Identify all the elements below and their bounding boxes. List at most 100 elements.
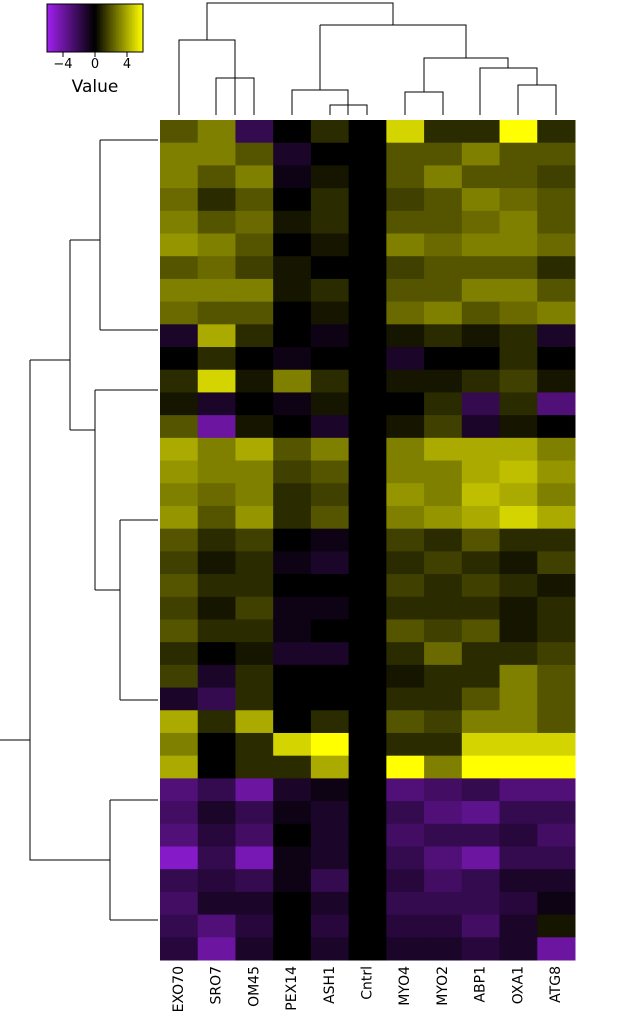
heatmap-cell bbox=[235, 120, 274, 144]
heatmap-cell bbox=[537, 664, 576, 689]
heatmap bbox=[160, 120, 576, 961]
heatmap-cell bbox=[348, 642, 387, 666]
heatmap-cell bbox=[386, 233, 425, 257]
heatmap-cell bbox=[310, 460, 350, 484]
key-swatch bbox=[80, 4, 83, 52]
heatmap-cell bbox=[386, 505, 425, 530]
heatmap-cell bbox=[499, 369, 538, 393]
heatmap-cell bbox=[537, 891, 576, 916]
column-dendrogram bbox=[178, 2, 557, 115]
heatmap-cell bbox=[461, 778, 501, 802]
heatmap-cell bbox=[499, 324, 538, 348]
heatmap-cell bbox=[160, 801, 199, 825]
heatmap-cell bbox=[424, 165, 463, 189]
heatmap-cell bbox=[310, 801, 350, 825]
heatmap-cell bbox=[197, 574, 236, 598]
heatmap-cell bbox=[537, 914, 576, 938]
heatmap-cell bbox=[348, 483, 387, 507]
heatmap-cell bbox=[348, 210, 387, 235]
key-swatch bbox=[72, 4, 75, 52]
heatmap-cell bbox=[424, 914, 463, 938]
heatmap-cell bbox=[424, 732, 463, 757]
heatmap-cell bbox=[424, 415, 463, 439]
key-swatch bbox=[98, 4, 101, 52]
heatmap-cell bbox=[235, 823, 274, 847]
heatmap-cell bbox=[160, 415, 199, 439]
heatmap-cell bbox=[424, 233, 463, 257]
heatmap-cell bbox=[499, 755, 538, 779]
heatmap-cell bbox=[386, 347, 425, 371]
heatmap-cell bbox=[235, 846, 274, 870]
heatmap-cell bbox=[386, 755, 425, 779]
key-swatch bbox=[107, 4, 110, 52]
heatmap-cell bbox=[499, 460, 538, 484]
heatmap-cell bbox=[461, 596, 501, 620]
key-swatch bbox=[61, 4, 64, 52]
heatmap-cell bbox=[235, 732, 274, 757]
key-swatch bbox=[96, 4, 99, 52]
heatmap-cell bbox=[461, 732, 501, 757]
key-swatch bbox=[71, 4, 74, 52]
row-dendrogram bbox=[0, 139, 158, 921]
heatmap-cell bbox=[386, 596, 425, 620]
heatmap-cell bbox=[386, 574, 425, 598]
heatmap-cell bbox=[537, 256, 576, 280]
heatmap-cell bbox=[424, 278, 463, 303]
heatmap-cell bbox=[537, 188, 576, 212]
heatmap-cell bbox=[348, 233, 387, 257]
heatmap-cell bbox=[537, 619, 576, 643]
heatmap-cell bbox=[273, 574, 312, 598]
heatmap-cell bbox=[310, 687, 350, 711]
heatmap-cell bbox=[499, 823, 538, 847]
heatmap-cell bbox=[537, 460, 576, 484]
column-label: Cntrl bbox=[360, 966, 376, 1000]
heatmap-cell bbox=[235, 642, 274, 666]
key-swatch bbox=[83, 4, 86, 52]
heatmap-cell bbox=[310, 891, 350, 916]
heatmap-cell bbox=[537, 869, 576, 893]
heatmap-cell bbox=[310, 120, 350, 144]
heatmap-cell bbox=[310, 619, 350, 643]
heatmap-cell bbox=[348, 324, 387, 348]
heatmap-cell bbox=[310, 823, 350, 847]
column-label: ABP1 bbox=[473, 966, 489, 1003]
heatmap-cell bbox=[160, 642, 199, 666]
heatmap-cell bbox=[197, 165, 236, 189]
heatmap-cell bbox=[424, 778, 463, 802]
heatmap-cell bbox=[273, 914, 312, 938]
key-swatch bbox=[93, 4, 96, 52]
key-swatch bbox=[95, 4, 98, 52]
key-swatch bbox=[48, 4, 51, 52]
heatmap-cell bbox=[461, 120, 501, 144]
key-tick-label: 0 bbox=[91, 57, 99, 72]
heatmap-cell bbox=[386, 483, 425, 507]
heatmap-cell bbox=[235, 415, 274, 439]
heatmap-cell bbox=[273, 483, 312, 507]
heatmap-cell bbox=[160, 324, 199, 348]
heatmap-cell bbox=[499, 596, 538, 620]
heatmap-cell bbox=[537, 574, 576, 598]
heatmap-cell bbox=[348, 823, 387, 847]
heatmap-cell bbox=[348, 732, 387, 757]
heatmap-cell bbox=[310, 165, 350, 189]
heatmap-cell bbox=[197, 210, 236, 235]
heatmap-cell bbox=[386, 642, 425, 666]
heatmap-cell bbox=[235, 891, 274, 916]
heatmap-cell bbox=[310, 869, 350, 893]
heatmap-cell bbox=[499, 120, 538, 144]
heatmap-cell bbox=[348, 301, 387, 325]
heatmap-cell bbox=[386, 891, 425, 916]
heatmap-cell bbox=[499, 278, 538, 303]
heatmap-cell bbox=[348, 369, 387, 393]
column-label: SRO7 bbox=[209, 966, 225, 1005]
heatmap-cell bbox=[197, 937, 236, 961]
heatmap-cell bbox=[424, 256, 463, 280]
heatmap-cell bbox=[461, 324, 501, 348]
heatmap-cell bbox=[160, 120, 199, 144]
heatmap-cell bbox=[273, 596, 312, 620]
heatmap-cell bbox=[424, 869, 463, 893]
heatmap-cell bbox=[197, 801, 236, 825]
heatmap-cell bbox=[235, 528, 274, 552]
key-swatch bbox=[91, 4, 94, 52]
heatmap-cell bbox=[499, 846, 538, 870]
